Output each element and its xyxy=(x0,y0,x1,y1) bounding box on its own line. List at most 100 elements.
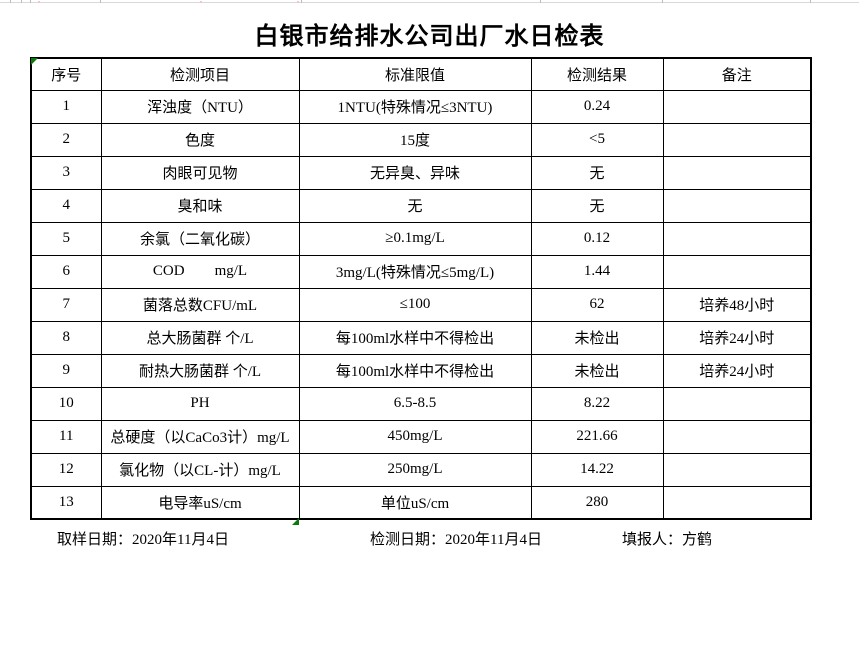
table-cell: 4 xyxy=(30,188,102,223)
table-cell: 总大肠菌群 个/L xyxy=(100,320,300,355)
table-cell: 每100ml水样中不得检出 xyxy=(298,353,532,388)
table-cell: PH xyxy=(100,386,300,421)
table-cell: COD mg/L xyxy=(100,254,300,289)
gridline-remnant xyxy=(0,0,859,3)
table-cell: 0.12 xyxy=(530,221,664,256)
table-cell: 11 xyxy=(30,419,102,454)
table-body: 1 浑浊度（NTU） 1NTU(特殊情况≤3NTU) 0.24 2 色度 15度 <5 3 肉眼可… xyxy=(30,89,812,520)
reporter: 填报人：方鹤 xyxy=(622,528,712,549)
table-cell: 无 xyxy=(530,188,664,223)
sample-date-value: 2020年11月4日 xyxy=(132,532,229,548)
table-cell: 450mg/L xyxy=(298,419,532,454)
test-date: 检测日期：2020年11月4日 xyxy=(370,528,542,549)
gridline-stub xyxy=(10,0,11,3)
table-cell: 13 xyxy=(30,485,102,520)
gridline-stub xyxy=(540,0,541,3)
header-cell: 备注 xyxy=(662,57,812,91)
table-cell xyxy=(662,221,812,256)
table-cell: 每100ml水样中不得检出 xyxy=(298,320,532,355)
table-cell xyxy=(662,452,812,487)
table-cell xyxy=(662,485,812,520)
header-row: 序号 检测项目 标准限值 检测结果 备注 xyxy=(30,57,812,91)
table-cell: 耐热大肠菌群 个/L xyxy=(100,353,300,388)
table-cell xyxy=(662,122,812,157)
table-cell: <5 xyxy=(530,122,664,157)
table-cell: 肉眼可见物 xyxy=(100,155,300,190)
table-cell: ≤100 xyxy=(298,287,532,322)
table-cell: 余氯（二氧化碳） xyxy=(100,221,300,256)
table-cell: 未检出 xyxy=(530,353,664,388)
table-cell: 5 xyxy=(30,221,102,256)
table-row: 11 总硬度（以CaCo3计）mg/L 450mg/L 221.66 xyxy=(30,419,812,454)
table-cell xyxy=(662,254,812,289)
table-row: 9 耐热大肠菌群 个/L 每100ml水样中不得检出 未检出 培养24小时 xyxy=(30,353,812,388)
table-row: 3 肉眼可见物 无异臭、异味无 xyxy=(30,155,812,190)
table-row: 12 氯化物（以CL-计）mg/L 250mg/L 14.22 xyxy=(30,452,812,487)
table-row: 7 菌落总数CFU/mL ≤100 62 培养48小时 xyxy=(30,287,812,322)
table-cell: 总硬度（以CaCo3计）mg/L xyxy=(100,419,300,454)
table-cell: 培养24小时 xyxy=(662,320,812,355)
footer: 取样日期：2020年11月4日 检测日期：2020年11月4日 填报人：方鹤 xyxy=(0,528,859,550)
table-cell: 臭和味 xyxy=(100,188,300,223)
test-date-label: 检测日期： xyxy=(370,532,446,548)
table-row: 5 余氯（二氧化碳） ≥0.1mg/L 0.12 xyxy=(30,221,812,256)
table-cell: 色度 xyxy=(100,122,300,157)
table-cell: 3 xyxy=(30,155,102,190)
table-cell: 2 xyxy=(30,122,102,157)
table-cell: 221.66 xyxy=(530,419,664,454)
gridline-stub xyxy=(30,0,31,3)
table-row: 10 PH 6.5-8.5 8.22 xyxy=(30,386,812,421)
table-cell: 浑浊度（NTU） xyxy=(100,89,300,124)
table-cell xyxy=(662,89,812,124)
table-cell: 培养48小时 xyxy=(662,287,812,322)
table-cell: 1 xyxy=(30,89,102,124)
table-row: 8 总大肠菌群 个/L 每100ml水样中不得检出 未检出 培养24小时 xyxy=(30,320,812,355)
excel-artifact-icon xyxy=(292,518,299,525)
table-cell: 10 xyxy=(30,386,102,421)
table-cell: 62 xyxy=(530,287,664,322)
table-cell: 250mg/L xyxy=(298,452,532,487)
table-cell: 15度 xyxy=(298,122,532,157)
artifact-dot xyxy=(200,1,202,3)
page-title: 白银市给排水公司出厂水日检表 xyxy=(254,24,605,50)
table-cell: 7 xyxy=(30,287,102,322)
table-cell: 8.22 xyxy=(530,386,664,421)
table-cell: 无异臭、异味 xyxy=(298,155,532,190)
table-row: 6 COD mg/L 3mg/L(特殊情况≤5mg/L) 1.44 xyxy=(30,254,812,289)
sample-date: 取样日期：2020年11月4日 xyxy=(57,528,229,549)
table-cell: 3mg/L(特殊情况≤5mg/L) xyxy=(298,254,532,289)
table-cell: 12 xyxy=(30,452,102,487)
table-cell: 无 xyxy=(298,188,532,223)
gridline-stub xyxy=(662,0,663,3)
table-cell: 14.22 xyxy=(530,452,664,487)
table-cell xyxy=(662,155,812,190)
table-cell: 单位uS/cm xyxy=(298,485,532,520)
gridline-stub xyxy=(21,0,22,3)
inspection-table: 序号 检测项目 标准限值 检测结果 备注 1 浑浊度（NTU） 1NTU(特殊情况≤3NTU… xyxy=(30,57,812,520)
header-cell: 检测结果 xyxy=(530,57,664,91)
header-cell: 检测项目 xyxy=(100,57,300,91)
table-cell xyxy=(662,419,812,454)
table-cell: ≥0.1mg/L xyxy=(298,221,532,256)
table-cell xyxy=(662,188,812,223)
reporter-value: 方鹤 xyxy=(682,532,713,548)
table-cell: 无 xyxy=(530,155,664,190)
table-row: 4 臭和味无无 xyxy=(30,188,812,223)
table-cell: 8 xyxy=(30,320,102,355)
table-cell: 电导率uS/cm xyxy=(100,485,300,520)
table-cell: 1NTU(特殊情况≤3NTU) xyxy=(298,89,532,124)
table-cell: 1.44 xyxy=(530,254,664,289)
test-date-value: 2020年11月4日 xyxy=(445,532,542,548)
table-cell: 菌落总数CFU/mL xyxy=(100,287,300,322)
artifact-dot xyxy=(38,1,40,3)
reporter-label: 填报人： xyxy=(622,532,683,548)
header-cell: 序号 xyxy=(30,57,102,91)
table-row: 2 色度 15度 <5 xyxy=(30,122,812,157)
gridline-stub xyxy=(301,0,302,3)
table-row: 1 浑浊度（NTU） 1NTU(特殊情况≤3NTU) 0.24 xyxy=(30,89,812,124)
table-cell: 未检出 xyxy=(530,320,664,355)
table-cell: 0.24 xyxy=(530,89,664,124)
table-row: 13 电导率uS/cm 单位uS/cm 280 xyxy=(30,485,812,520)
gridline-stub xyxy=(810,0,811,3)
